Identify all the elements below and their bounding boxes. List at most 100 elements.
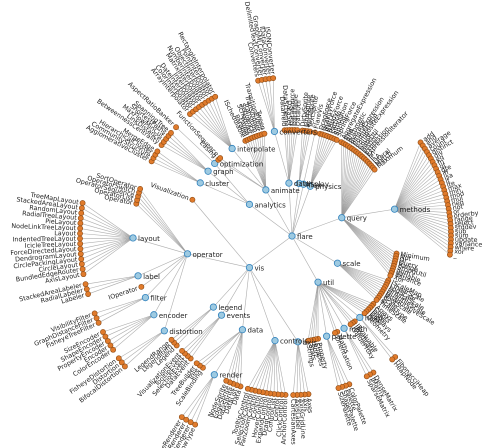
leaf-label: min — [448, 186, 462, 197]
link — [79, 233, 134, 239]
link — [309, 136, 330, 187]
link — [272, 78, 275, 132]
leaf-node — [270, 75, 277, 82]
link — [394, 175, 440, 210]
node-label: flare — [297, 233, 313, 241]
link — [394, 142, 421, 210]
link — [254, 136, 267, 190]
link — [394, 189, 445, 210]
inner-node — [245, 200, 254, 208]
link — [189, 113, 233, 149]
inner-node — [217, 311, 226, 319]
inner-node — [294, 338, 302, 346]
leaf-label: IndentedTreeLayout — [12, 235, 76, 244]
link — [181, 374, 215, 418]
link — [81, 237, 134, 260]
leaf-node — [138, 283, 145, 290]
link — [309, 139, 337, 187]
leaf-label: IOperator — [107, 284, 139, 301]
link — [317, 281, 361, 318]
link — [317, 282, 345, 329]
node-label: data — [247, 327, 263, 335]
link — [252, 137, 267, 190]
link — [394, 208, 451, 255]
link — [297, 341, 309, 395]
link — [394, 208, 452, 236]
link — [195, 109, 233, 149]
link — [309, 138, 335, 187]
leaf-node — [290, 392, 297, 398]
link — [141, 253, 188, 288]
link — [326, 336, 350, 385]
leaf-node — [187, 419, 194, 426]
link — [341, 217, 394, 269]
link — [343, 328, 374, 373]
link — [247, 340, 276, 389]
link — [94, 297, 146, 314]
leaf-label: _ — [452, 251, 458, 260]
node-label: operator — [193, 251, 223, 259]
link — [185, 374, 215, 420]
link — [207, 170, 250, 205]
node-label: animate — [271, 187, 300, 195]
link — [337, 262, 385, 288]
leaf-node — [78, 256, 85, 262]
inner-node — [306, 182, 314, 190]
link — [341, 163, 370, 218]
link — [394, 208, 450, 213]
leaf-label: DataTable — [291, 94, 300, 126]
link — [165, 138, 209, 172]
leaf-label: DataSource — [288, 89, 296, 126]
link — [341, 160, 367, 218]
leaf-label: IcicleTreeLayout — [25, 240, 77, 250]
link — [258, 340, 276, 392]
link — [82, 202, 134, 239]
link — [118, 330, 165, 359]
link — [341, 143, 344, 218]
leaf-node — [332, 330, 338, 336]
leaf-node — [373, 297, 380, 303]
leaf-label: iff — [441, 168, 450, 178]
leaf-label: LineSprite — [301, 94, 313, 127]
leaf-node — [347, 321, 354, 328]
link — [288, 130, 296, 184]
link — [249, 204, 293, 237]
leaf-node — [79, 200, 86, 206]
leaf-node — [189, 196, 196, 203]
leaf-node — [77, 215, 84, 222]
inner-node — [228, 144, 236, 153]
link — [211, 98, 233, 149]
link — [317, 282, 336, 334]
link — [205, 102, 233, 149]
node-label: cluster — [205, 180, 229, 188]
link — [137, 253, 188, 277]
link — [192, 111, 233, 149]
link — [96, 297, 146, 319]
link — [309, 137, 333, 187]
leaf-label: Strings — [305, 344, 316, 368]
link — [86, 275, 139, 290]
link — [256, 135, 267, 190]
leaf-label: CartesianAxes — [289, 399, 297, 445]
link — [317, 281, 374, 305]
link — [80, 237, 134, 239]
link — [81, 237, 134, 265]
link — [317, 281, 367, 312]
leaf-node — [137, 185, 144, 192]
link — [274, 340, 279, 395]
link — [394, 208, 451, 252]
link — [288, 129, 293, 184]
link — [87, 275, 139, 295]
leaf-label: mod — [449, 189, 465, 200]
link — [341, 147, 351, 218]
link — [157, 151, 201, 184]
leaf-label: sum — [455, 232, 469, 240]
link — [298, 131, 308, 184]
link — [337, 262, 388, 283]
link — [153, 157, 201, 184]
node-label: graph — [213, 168, 234, 176]
link — [394, 208, 450, 217]
inner-node — [299, 180, 308, 188]
link — [233, 329, 243, 384]
